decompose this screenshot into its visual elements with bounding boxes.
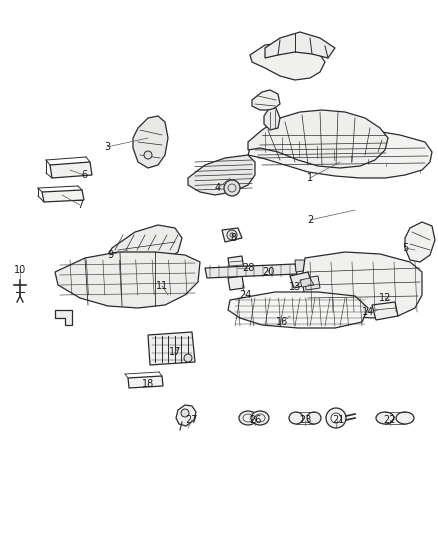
- Text: 9: 9: [107, 250, 113, 260]
- Circle shape: [227, 230, 237, 240]
- Polygon shape: [55, 310, 72, 325]
- Text: 2: 2: [307, 215, 313, 225]
- Circle shape: [326, 408, 346, 428]
- Polygon shape: [148, 332, 195, 365]
- Text: 22: 22: [384, 415, 396, 425]
- Text: 14: 14: [362, 307, 374, 317]
- Polygon shape: [50, 162, 92, 178]
- Polygon shape: [228, 292, 368, 328]
- Text: 16: 16: [276, 317, 288, 327]
- Circle shape: [224, 180, 240, 196]
- Polygon shape: [405, 222, 435, 262]
- Ellipse shape: [251, 411, 269, 425]
- Text: 26: 26: [249, 415, 261, 425]
- Polygon shape: [128, 376, 163, 388]
- Circle shape: [144, 151, 152, 159]
- Ellipse shape: [307, 412, 321, 424]
- Polygon shape: [264, 108, 280, 130]
- Polygon shape: [252, 90, 280, 110]
- Text: 21: 21: [332, 415, 344, 425]
- Polygon shape: [372, 302, 398, 320]
- Polygon shape: [265, 32, 335, 58]
- Polygon shape: [302, 252, 422, 318]
- Text: 12: 12: [379, 293, 391, 303]
- Polygon shape: [108, 225, 182, 265]
- Text: 5: 5: [402, 243, 408, 253]
- Text: 13: 13: [289, 282, 301, 292]
- Circle shape: [184, 354, 192, 362]
- Ellipse shape: [239, 411, 257, 425]
- Text: 1: 1: [307, 173, 313, 183]
- Polygon shape: [205, 264, 297, 278]
- Polygon shape: [250, 42, 325, 80]
- Polygon shape: [295, 260, 310, 272]
- Text: 10: 10: [14, 265, 26, 275]
- Polygon shape: [305, 276, 320, 290]
- Text: 18: 18: [142, 379, 154, 389]
- Ellipse shape: [396, 412, 414, 424]
- Polygon shape: [133, 116, 168, 168]
- Text: 4: 4: [215, 183, 221, 193]
- Polygon shape: [228, 256, 244, 272]
- Polygon shape: [42, 190, 84, 202]
- Text: 11: 11: [156, 281, 168, 291]
- Circle shape: [331, 413, 341, 423]
- Polygon shape: [228, 276, 244, 290]
- Polygon shape: [300, 278, 314, 287]
- Text: 3: 3: [104, 142, 110, 152]
- Polygon shape: [222, 228, 242, 242]
- Text: 24: 24: [239, 290, 251, 300]
- Polygon shape: [176, 405, 196, 426]
- Polygon shape: [248, 128, 432, 178]
- Text: 6: 6: [81, 170, 87, 180]
- Polygon shape: [188, 155, 255, 195]
- Text: 27: 27: [186, 415, 198, 425]
- Circle shape: [181, 409, 189, 417]
- Text: 23: 23: [299, 415, 311, 425]
- Text: 7: 7: [77, 200, 83, 210]
- Polygon shape: [290, 272, 312, 288]
- Text: 17: 17: [169, 347, 181, 357]
- Polygon shape: [248, 110, 388, 168]
- Text: 8: 8: [230, 233, 236, 243]
- Polygon shape: [55, 252, 200, 308]
- Ellipse shape: [289, 412, 303, 424]
- Ellipse shape: [376, 412, 394, 424]
- Text: 28: 28: [242, 263, 254, 273]
- Text: 20: 20: [262, 267, 274, 277]
